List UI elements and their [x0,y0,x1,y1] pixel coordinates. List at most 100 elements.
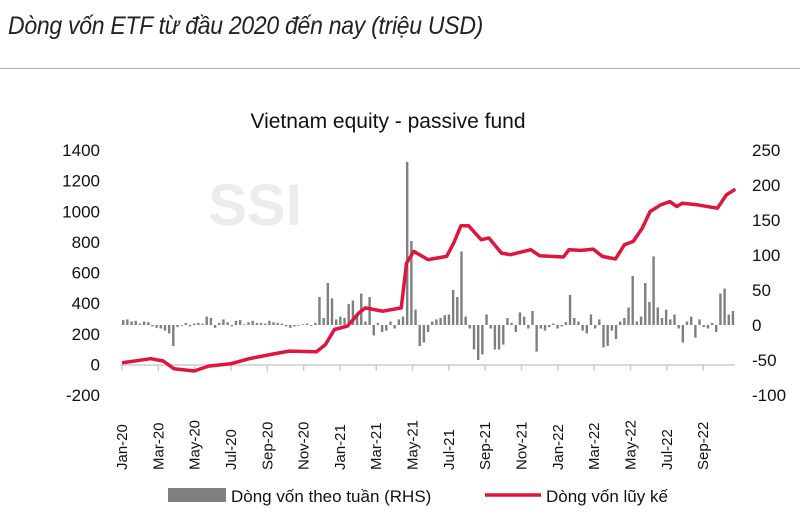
weekly-flow-bar [652,256,655,325]
weekly-flow-bar [472,325,476,350]
weekly-flow-bar [334,319,338,325]
weekly-flow-bar [560,325,563,327]
weekly-flow-bar [539,325,543,329]
weekly-flow-bar [147,322,150,325]
weekly-flow-bar [142,321,146,325]
weekly-flow-bar [527,325,530,329]
page-title: Dòng vốn ETF từ đầu 2020 đến nay (triệu … [8,12,484,40]
x-axis-tick: Mar-21 [368,422,385,470]
left-axis-tick: 600 [72,264,100,283]
weekly-flow-bar [694,325,697,338]
left-axis-tick: 1000 [62,202,100,221]
weekly-flow-bar [589,314,593,325]
x-axis-tick: Sep-22 [695,422,712,470]
weekly-flow-bar [664,309,668,325]
weekly-flow-bar [451,290,455,325]
x-axis-tick: May-21 [405,420,422,470]
right-axis-tick: 150 [752,211,780,230]
weekly-flow-bar [197,322,200,325]
weekly-flow-bar [460,251,463,325]
legend-label-bars: Dòng vốn theo tuần (RHS) [231,487,431,506]
weekly-flow-bar [276,322,279,325]
x-axis-tick: May-22 [622,420,639,470]
right-axis-tick: 250 [752,141,780,160]
weekly-flow-bar [614,325,618,339]
weekly-flow-bar [209,318,213,325]
weekly-flow-bar [201,323,204,325]
left-axis-tick: 800 [72,233,100,252]
left-axis-tick: 1200 [62,172,100,191]
weekly-flow-bar [660,318,664,325]
weekly-flow-bar [497,325,501,350]
weekly-flow-bar [372,325,375,336]
cumulative-line [121,187,737,373]
weekly-flow-bar [464,316,467,325]
x-axis-tick: Jul-22 [659,429,676,470]
weekly-flow-bar [272,322,275,325]
watermark: SSI [208,173,302,238]
weekly-flow-bar [598,319,601,325]
weekly-flow-bar [481,325,484,355]
x-axis-tick: Jan-20 [114,424,131,470]
weekly-flow-bar [351,300,355,325]
weekly-flow-bar [723,288,726,325]
weekly-flow-bar [155,325,158,328]
weekly-flow-bar [648,301,651,325]
weekly-flow-bar [502,325,505,345]
weekly-flow-bar [305,323,309,325]
weekly-flow-bar [564,322,568,325]
weekly-flow-bar [639,316,643,325]
weekly-flow-bar [405,161,409,325]
weekly-flow-bar [543,325,547,331]
x-axis-tick: Jan-22 [550,424,567,470]
weekly-flow-bar [606,325,609,346]
weekly-flow-bar [702,325,705,328]
weekly-flow-bar [126,319,129,325]
right-axis-tick: 0 [752,316,761,335]
right-axis-tick: -50 [752,351,777,370]
weekly-flow-bar [489,325,492,329]
weekly-flow-bar [610,325,614,331]
right-axis: 250 200 150 100 50 0 -50 -100 [752,141,786,405]
weekly-flow-bar [631,276,634,325]
weekly-flow-bar [284,325,288,327]
weekly-flow-bar [514,325,517,332]
weekly-flow-bar [439,318,442,325]
weekly-flow-bar [706,325,710,329]
weekly-flow-bar [698,319,701,325]
header-divider [0,68,800,69]
weekly-flow-bar [669,319,672,325]
weekly-flow-bar [184,322,188,325]
weekly-flow-bar [422,325,426,343]
weekly-flow-bar [318,297,321,325]
weekly-flow-bar [401,316,405,325]
weekly-flow-bar [393,325,396,329]
weekly-flow-bar [259,322,263,325]
x-axis-tick: Jan-21 [332,424,349,470]
weekly-flow-bar [163,325,167,331]
chart-title: Vietnam equity - passive fund [250,110,525,133]
weekly-flow-bar [727,314,730,325]
weekly-flow-bar [355,314,359,325]
weekly-flow-bar [389,321,392,325]
weekly-bars [121,161,735,360]
weekly-flow-bar [552,323,555,325]
legend-label-line: Dòng vốn lũy kế [546,487,668,506]
weekly-flow-bar [623,318,626,325]
weekly-flow-bar [368,297,371,325]
weekly-flow-bar [715,325,718,332]
weekly-flow-bar [681,325,685,343]
weekly-flow-bar [268,320,271,325]
weekly-flow-bar [238,320,242,325]
weekly-flow-bar [326,283,330,325]
weekly-flow-bar [226,322,229,325]
x-axis-tick: Nov-21 [514,422,531,470]
weekly-flow-bar [172,325,175,346]
weekly-flow-bar [376,322,380,325]
weekly-flow-bar [435,319,438,325]
weekly-flow-bar [289,325,292,328]
weekly-flow-bar [547,325,551,328]
weekly-flow-bar [535,325,538,352]
weekly-flow-bar [234,320,238,325]
